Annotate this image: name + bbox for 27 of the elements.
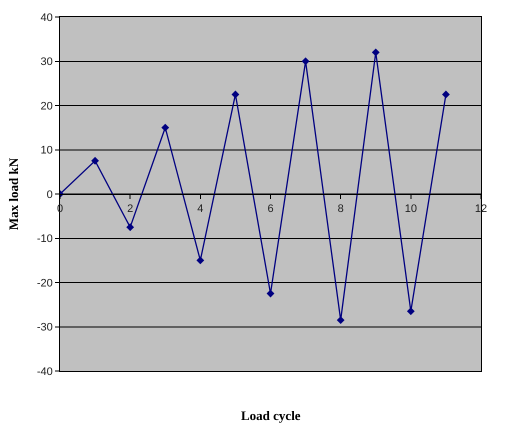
y-axis-title: Max load kN — [6, 157, 21, 230]
point — [266, 290, 274, 298]
point — [196, 256, 204, 264]
point — [372, 48, 380, 56]
y-tick-label: -40 — [36, 366, 53, 378]
y-tick-label: -20 — [36, 277, 53, 290]
point — [91, 156, 99, 165]
y-tick-label: -30 — [36, 322, 53, 334]
y-tick-label: 40 — [40, 12, 53, 24]
y-tick-label: 0 — [46, 188, 53, 201]
y-tick-label: 30 — [40, 56, 53, 68]
y-tick-label: 20 — [40, 100, 53, 112]
point — [442, 90, 450, 98]
x-axis-title: Load cycle — [241, 408, 301, 423]
point — [161, 124, 170, 132]
x-tick-label: 10 — [404, 203, 417, 216]
point — [232, 90, 240, 98]
x-tick-label: 6 — [267, 203, 274, 216]
y-tick-label: -10 — [36, 233, 53, 246]
y-tick-label: 10 — [40, 144, 53, 157]
x-tick-label: 4 — [197, 203, 204, 216]
point — [406, 307, 415, 316]
point — [126, 223, 134, 232]
point — [336, 316, 345, 324]
x-tick-label: 8 — [338, 203, 344, 216]
x-tick-label: 2 — [127, 203, 134, 216]
point — [302, 57, 310, 66]
